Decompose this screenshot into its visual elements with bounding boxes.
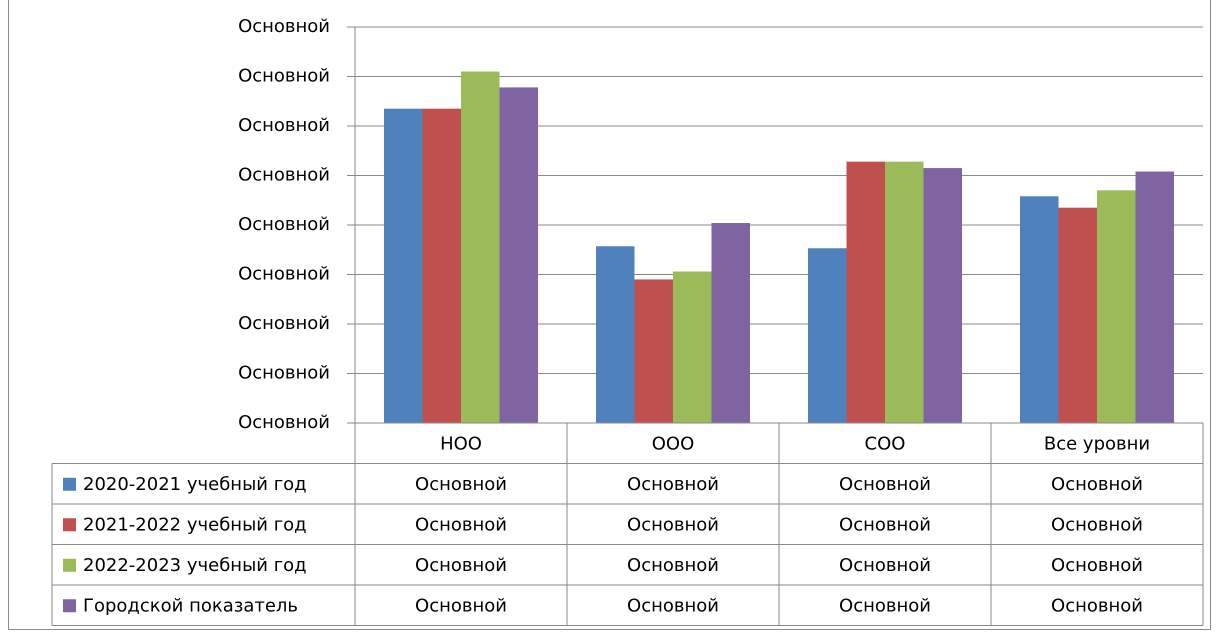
data-table-cell: Основной: [627, 595, 719, 616]
y-tick-label: Основной: [238, 313, 330, 334]
data-table-cell: Основной: [415, 595, 507, 616]
x-tick-label: ООО: [652, 433, 695, 454]
data-table-cell: Основной: [627, 514, 719, 535]
bar: [499, 87, 538, 423]
legend-swatch: [63, 477, 76, 491]
chart-frame: [8, 0, 1211, 630]
y-tick-label: Основной: [238, 66, 330, 87]
legend-label: 2021-2022 учебный год: [83, 514, 307, 535]
legend-swatch: [63, 558, 76, 572]
data-table-cell: Основной: [627, 555, 719, 576]
y-tick-label: Основной: [238, 214, 330, 235]
data-table-cell: Основной: [839, 514, 931, 535]
bar: [711, 223, 750, 423]
data-table-cell: Основной: [1051, 514, 1143, 535]
data-table-cell: Основной: [839, 474, 931, 495]
y-tick-label: Основной: [238, 412, 330, 433]
y-tick-label: Основной: [238, 115, 330, 136]
y-tick-label: Основной: [238, 264, 330, 285]
data-table-cell: Основной: [1051, 555, 1143, 576]
legend-swatch: [63, 518, 76, 532]
data-table-cell: Основной: [839, 595, 931, 616]
bar: [808, 248, 847, 423]
data-table-cell: Основной: [1051, 474, 1143, 495]
x-tick-label: СОО: [865, 433, 906, 454]
y-tick-label: Основной: [238, 363, 330, 384]
data-table-cell: Основной: [415, 514, 507, 535]
data-table-cell: Основной: [627, 474, 719, 495]
bar: [846, 161, 885, 423]
bar: [923, 168, 962, 423]
bar: [384, 108, 423, 424]
data-table-cell: Основной: [1051, 595, 1143, 616]
data-table-cell: Основной: [415, 474, 507, 495]
bar: [1058, 207, 1097, 423]
legend-label: 2022-2023 учебный год: [83, 555, 307, 576]
legend-label: Городской показатель: [83, 595, 298, 616]
y-tick-label: Основной: [238, 16, 330, 37]
data-table-cell: Основной: [415, 555, 507, 576]
x-tick-label: НОО: [440, 433, 482, 454]
legend-label: 2020-2021 учебный год: [83, 474, 307, 495]
bar: [422, 108, 461, 424]
bar: [461, 71, 500, 424]
data-table-cell: Основной: [839, 555, 931, 576]
x-tick-label: Все уровни: [1044, 433, 1150, 454]
bar: [596, 246, 635, 423]
bar: [673, 271, 712, 423]
bar: [885, 161, 924, 423]
bar: [1097, 190, 1136, 423]
bar: [1020, 196, 1059, 423]
legend-swatch: [63, 599, 76, 613]
bar: [1135, 171, 1174, 423]
bar: [634, 279, 673, 423]
y-tick-label: Основной: [238, 165, 330, 186]
